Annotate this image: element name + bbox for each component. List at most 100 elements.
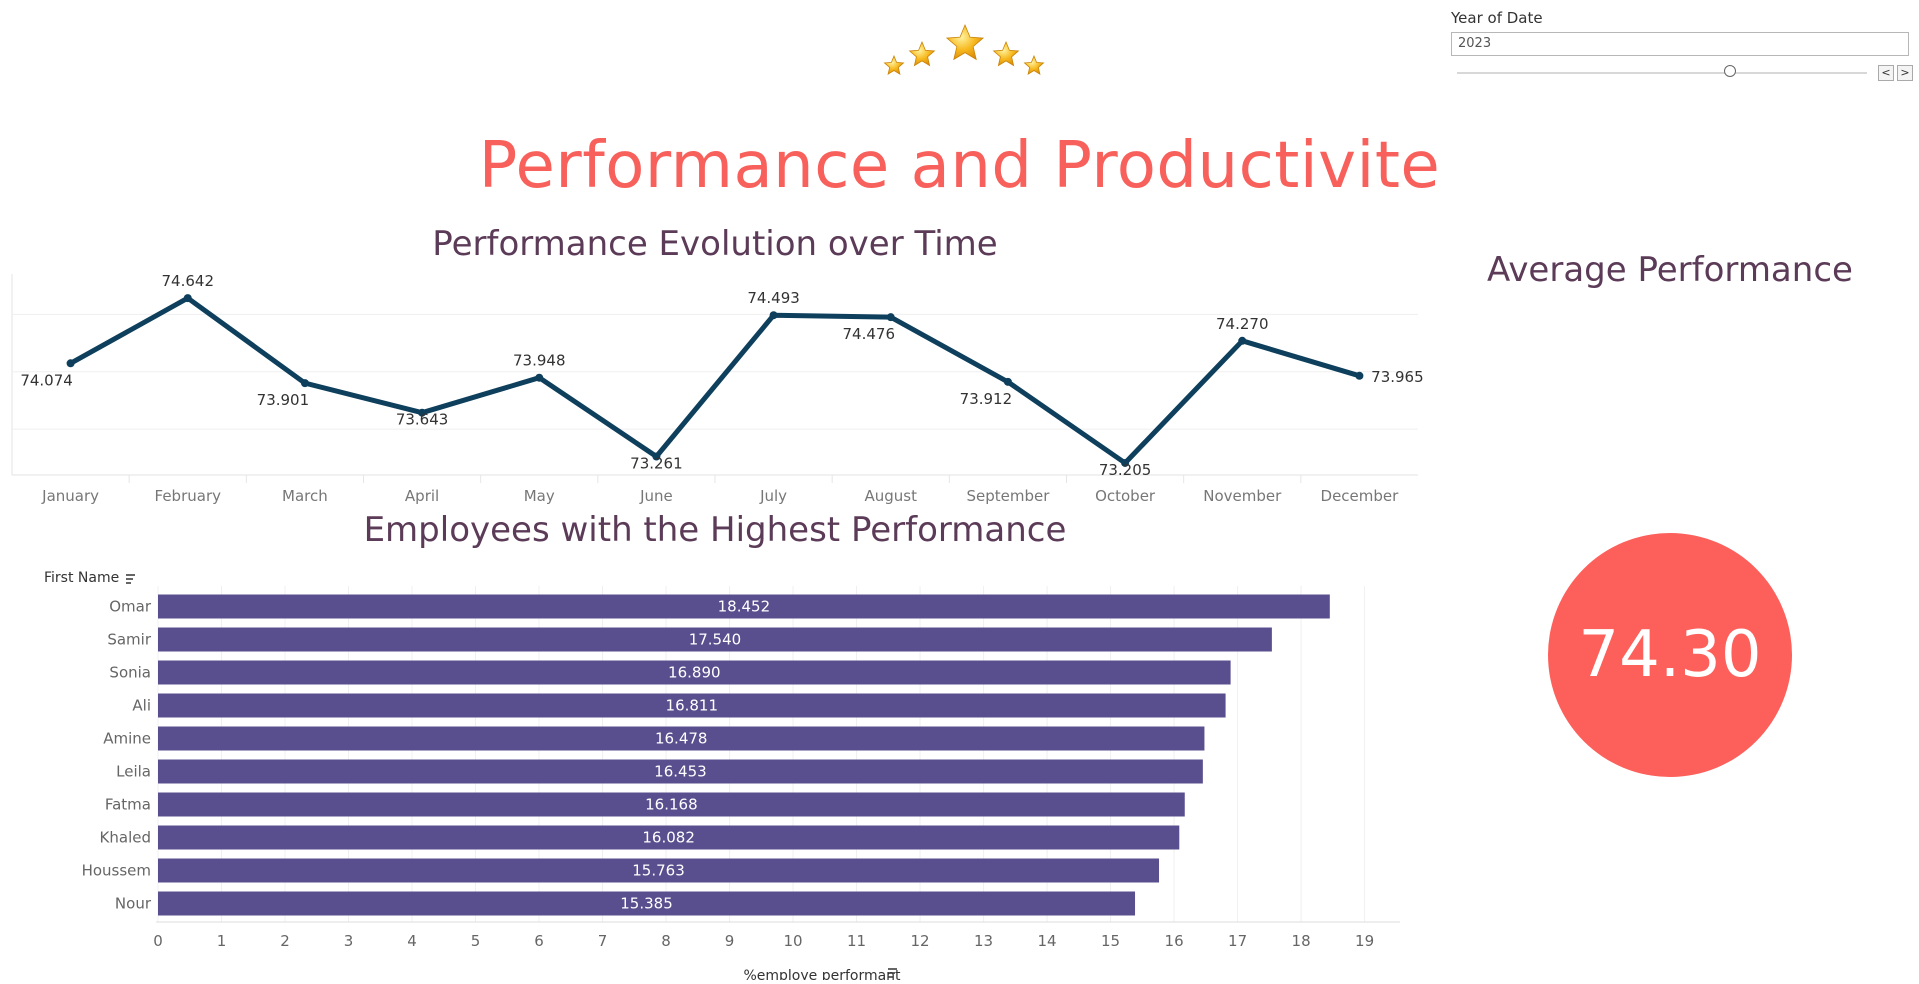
x-tick-label: 0: [153, 932, 163, 950]
bar-value-label: 16.168: [645, 796, 698, 814]
bar-value-label: 16.082: [642, 829, 695, 847]
data-point: [1003, 377, 1012, 386]
x-tick-label: 6: [534, 932, 544, 950]
category-label: Fatma: [105, 796, 151, 814]
x-tick-label: May: [524, 487, 555, 505]
bar: [158, 792, 1185, 817]
x-tick-label: 13: [974, 932, 993, 950]
next-year-button[interactable]: >: [1897, 65, 1913, 81]
bar: [158, 726, 1205, 751]
x-tick-label: 14: [1038, 932, 1057, 950]
x-tick-label: 4: [407, 932, 417, 950]
x-tick-label: April: [405, 487, 439, 505]
data-label: 73.261: [630, 455, 683, 473]
data-point: [183, 294, 192, 303]
x-tick-label: 15: [1101, 932, 1120, 950]
star-4-icon: [992, 40, 1020, 67]
x-tick-label: 16: [1165, 932, 1184, 950]
x-tick-label: October: [1095, 487, 1156, 505]
star-2-icon: [908, 40, 936, 67]
bar-value-label: 15.763: [632, 862, 685, 880]
category-label: Ali: [132, 697, 151, 715]
x-tick-label: 7: [598, 932, 608, 950]
x-tick-label: 12: [911, 932, 930, 950]
data-point: [535, 373, 544, 382]
data-label: 74.270: [1216, 315, 1269, 333]
page-title: Performance and Productivite: [478, 129, 1441, 203]
x-tick-label: February: [155, 487, 222, 505]
x-tick-label: March: [282, 487, 328, 505]
x-tick-label: 19: [1355, 932, 1374, 950]
data-point: [300, 379, 309, 388]
x-tick-label: November: [1203, 487, 1282, 505]
star-5-icon: [1023, 54, 1045, 75]
category-label: Samir: [107, 631, 151, 649]
x-tick-label: July: [759, 487, 787, 505]
year-filter-label: Year of Date: [1451, 9, 1543, 27]
x-tick-label: June: [639, 487, 673, 505]
bar-value-label: 18.452: [718, 598, 771, 616]
kpi-circle: [1548, 533, 1792, 777]
x-tick-label: 18: [1292, 932, 1311, 950]
bar-value-label: 17.540: [689, 631, 742, 649]
bar: [158, 858, 1160, 883]
x-tick-label: 17: [1228, 932, 1247, 950]
category-label: Sonia: [109, 664, 151, 682]
category-label: Khaled: [100, 829, 151, 847]
stars-icon: [883, 23, 1045, 75]
bar: [158, 627, 1272, 652]
data-label: 73.205: [1099, 461, 1152, 479]
previous-year-button[interactable]: <: [1878, 65, 1894, 81]
category-label: Houssem: [82, 862, 151, 880]
data-label: 73.965: [1371, 368, 1424, 386]
bar: [158, 660, 1231, 685]
category-label: Omar: [109, 598, 152, 616]
bar: [158, 891, 1136, 916]
sort-icon: [888, 968, 897, 978]
bar: [158, 594, 1330, 619]
kpi-value: 74.30: [1578, 618, 1762, 692]
y-axis-title: First Name: [44, 570, 119, 586]
data-point: [418, 408, 427, 417]
data-point: [769, 311, 778, 320]
bar: [158, 825, 1180, 850]
data-label: 74.476: [843, 325, 896, 343]
x-tick-label: August: [865, 487, 918, 505]
bar: [158, 693, 1226, 718]
year-slider-track[interactable]: [1457, 72, 1867, 74]
star-1-icon: [883, 54, 905, 75]
year-filter-input[interactable]: 2023: [1451, 32, 1909, 56]
bar-value-label: 16.453: [654, 763, 707, 781]
sort-icon: [126, 574, 135, 584]
data-label: 74.074: [20, 371, 73, 389]
bar-chart-title: Employees with the Highest Performance: [363, 510, 1067, 550]
data-point: [886, 313, 895, 322]
category-label: Nour: [115, 895, 152, 913]
x-tick-label: September: [966, 487, 1050, 505]
category-label: Amine: [103, 730, 151, 748]
data-point: [66, 359, 75, 368]
data-label: 73.901: [257, 391, 310, 409]
category-label: Leila: [116, 763, 151, 781]
bar-value-label: 15.385: [620, 895, 673, 913]
x-tick-label: 10: [784, 932, 803, 950]
data-point: [652, 452, 661, 461]
x-tick-label: 3: [344, 932, 354, 950]
star-3-icon: [945, 23, 985, 61]
x-tick-label: 2: [280, 932, 290, 950]
x-axis-title: %employe performant: [743, 968, 901, 980]
data-point: [1121, 458, 1130, 467]
bar-value-label: 16.478: [655, 730, 708, 748]
bar: [158, 759, 1203, 784]
x-tick-label: 5: [471, 932, 481, 950]
x-tick-label: 9: [725, 932, 735, 950]
series-line: [69, 295, 1361, 466]
data-label: 73.643: [396, 411, 449, 429]
data-label: 73.912: [960, 390, 1013, 408]
x-tick-label: January: [41, 487, 99, 505]
data-label: 74.493: [747, 289, 800, 307]
year-slider-handle[interactable]: [1724, 65, 1736, 77]
data-point: [1355, 371, 1364, 380]
data-label: 74.642: [162, 272, 215, 290]
